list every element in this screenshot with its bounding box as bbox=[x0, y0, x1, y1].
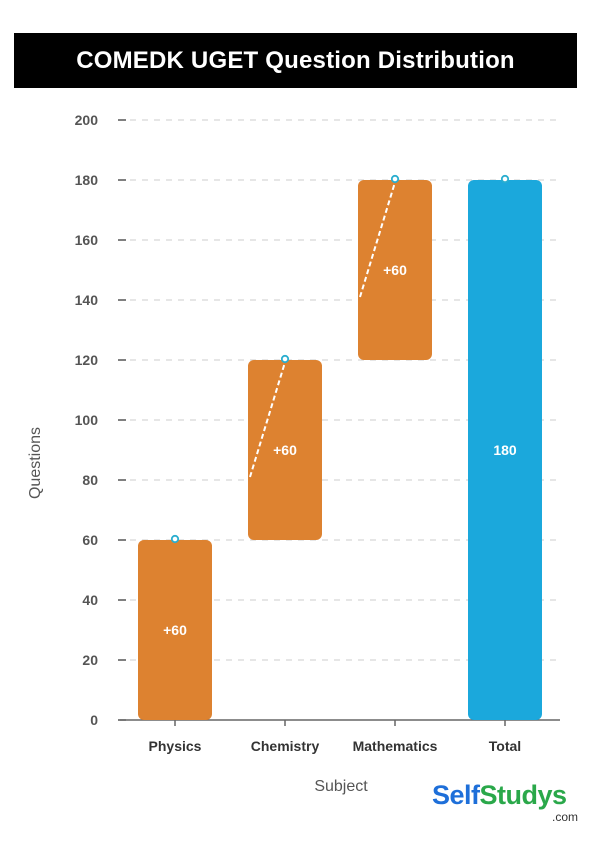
bar-labels: +60 +60 +60 180 bbox=[163, 262, 517, 638]
x-axis-title: Subject bbox=[314, 778, 368, 795]
x-tick-label: Physics bbox=[149, 738, 202, 754]
title-bar: COMEDK UGET Question Distribution bbox=[14, 33, 577, 88]
increase-bar bbox=[358, 180, 432, 360]
bars bbox=[138, 174, 542, 720]
y-tick-label: 120 bbox=[75, 352, 99, 368]
axes: Questions Subject 0 20 40 60 80 100 120 140 160 1… bbox=[27, 112, 560, 795]
y-tick-label: 60 bbox=[82, 532, 98, 548]
value-marker bbox=[500, 174, 510, 184]
increase-bar bbox=[138, 540, 212, 720]
logo-wordmark: SelfStudys bbox=[432, 780, 567, 810]
y-tick-label: 20 bbox=[82, 652, 98, 668]
y-tick-label: 80 bbox=[82, 472, 98, 488]
y-tick-label: 160 bbox=[75, 232, 99, 248]
connector-line bbox=[249, 358, 287, 478]
bar-value-label: 180 bbox=[493, 442, 517, 458]
bar-value-label: +60 bbox=[163, 622, 187, 638]
value-marker bbox=[390, 174, 400, 184]
y-tick-label: 180 bbox=[75, 172, 99, 188]
bar-value-label: +60 bbox=[273, 442, 297, 458]
total-bar bbox=[468, 180, 542, 720]
increase-bar bbox=[248, 360, 322, 540]
y-tick-label: 140 bbox=[75, 292, 99, 308]
x-tick-label: Chemistry bbox=[251, 738, 320, 754]
connector-line bbox=[359, 178, 397, 298]
x-tick-label: Total bbox=[489, 738, 521, 754]
y-tick-label: 100 bbox=[75, 412, 99, 428]
value-marker bbox=[170, 534, 180, 544]
y-tick-label: 200 bbox=[75, 112, 99, 128]
y-tick-label: 0 bbox=[90, 712, 98, 728]
selfstudys-logo: SelfStudys .com bbox=[432, 780, 582, 830]
y-axis-title: Questions bbox=[27, 427, 44, 499]
logo-domain: .com bbox=[551, 810, 578, 824]
chart-title: COMEDK UGET Question Distribution bbox=[76, 46, 515, 74]
value-marker bbox=[280, 354, 290, 364]
y-tick-label: 40 bbox=[82, 592, 98, 608]
x-tick-label: Mathematics bbox=[353, 738, 438, 754]
bar-value-label: +60 bbox=[383, 262, 407, 278]
